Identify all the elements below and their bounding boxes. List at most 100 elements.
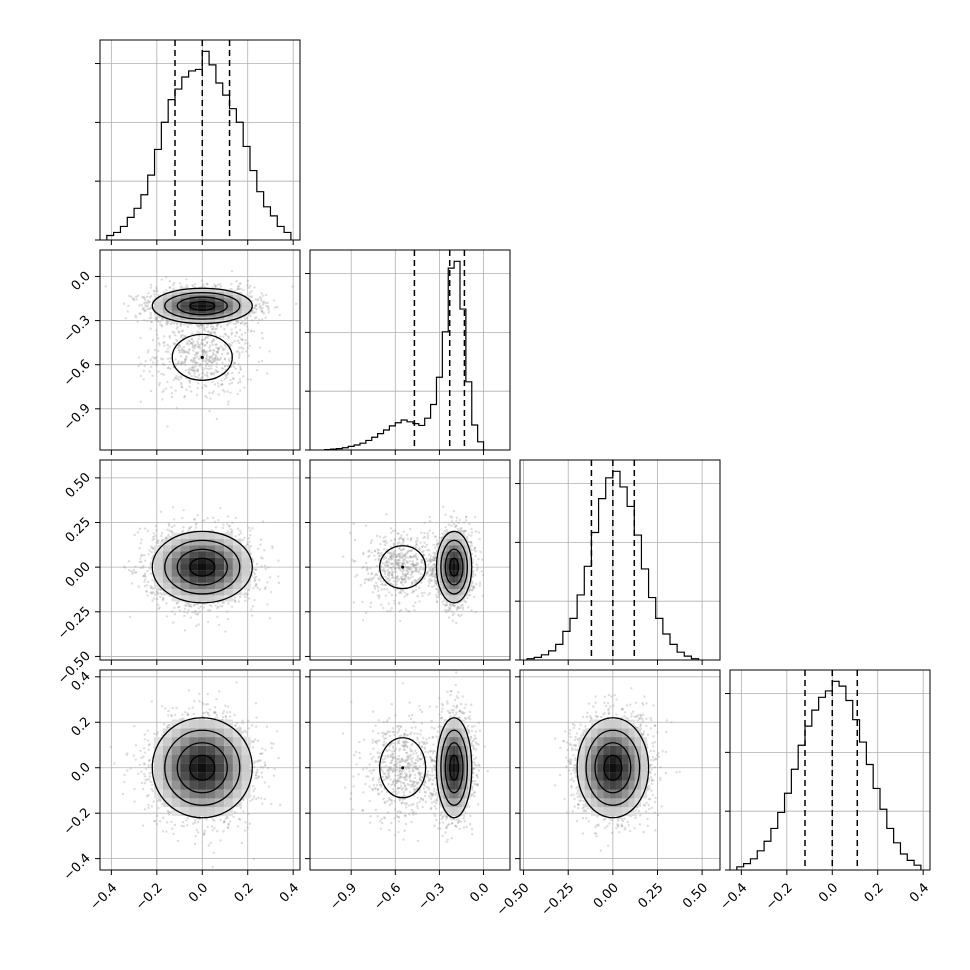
sample-point [211,358,214,362]
sample-point [173,281,176,285]
sample-point [186,603,190,606]
sample-point [246,342,249,345]
sample-point [152,591,155,594]
sample-point [215,327,218,330]
sample-point [231,341,234,344]
sample-point [151,578,154,582]
sample-point [237,600,241,603]
sample-point [162,335,166,338]
sample-point [234,596,237,599]
histogram-panel-2 [515,459,721,665]
density-bin [189,313,198,317]
sample-point [156,290,159,293]
sample-point [218,282,222,286]
sample-point [187,339,191,342]
secondary-peak-point [200,355,204,359]
sample-point [140,303,143,307]
sample-point [215,359,218,362]
density-bin [162,295,172,299]
sample-point [164,387,168,390]
sample-point [254,568,258,571]
sample-point [155,363,158,367]
sample-point [160,532,164,535]
sample-point [139,542,143,545]
sample-point [154,317,157,320]
sample-point [201,349,204,352]
sample-point [198,334,201,338]
sample-point [236,285,240,288]
sample-point [241,338,244,341]
sample-point [153,289,157,293]
sample-point [200,338,204,342]
sample-point [161,390,164,394]
sample-point [184,358,187,362]
sample-point [192,340,195,343]
sample-point [261,301,265,304]
sample-point [147,300,150,303]
sample-point [161,596,165,600]
sample-point [239,531,243,535]
sample-point [155,329,158,332]
sample-point [204,336,208,339]
sample-point [236,287,239,290]
density-bin [215,304,225,308]
sample-point [144,309,147,312]
sample-point [168,345,172,348]
sample-point [131,572,134,575]
histogram-step [106,50,292,240]
sample-point [142,306,145,309]
sample-point [167,524,171,527]
sample-point [263,587,267,590]
sample-point [122,302,126,305]
sample-point [238,595,242,599]
sample-point [178,344,182,347]
sample-point [190,374,193,378]
sample-point [253,306,257,310]
sample-point [172,341,176,345]
sample-point [143,527,147,530]
contour-line [164,291,241,320]
sample-point [190,338,194,341]
sample-point [267,566,270,569]
sample-point [184,369,188,372]
density-bin [180,307,190,311]
sample-point [256,299,259,302]
sample-point [165,602,168,605]
sample-point [217,347,220,350]
sample-point [149,585,152,588]
sample-point [133,533,136,537]
sample-point [196,361,199,365]
sample-point [230,283,233,286]
sample-point [217,348,220,351]
sample-point [132,297,135,301]
sample-point [202,348,205,352]
sample-point [195,375,198,379]
density-bin [197,307,207,311]
sample-point [173,331,176,334]
sample-point [209,397,212,400]
sample-point [244,599,247,603]
sample-point [154,593,157,596]
sample-point [161,362,165,366]
sample-point [139,400,142,403]
sample-point [162,363,166,367]
density-bin [197,316,207,320]
density-bin [180,301,190,305]
sample-point [165,289,168,292]
sample-point [246,328,250,331]
sample-point [214,285,217,289]
sample-point [205,325,209,329]
sample-point [201,352,204,356]
sample-point [201,372,204,375]
sample-point [213,349,216,352]
sample-point [157,607,160,611]
sample-point [149,311,152,315]
scatter-panel-2-0: −0.50−0.250.000.250.50 [55,459,301,687]
sample-point [173,606,176,610]
sample-point [227,358,231,361]
sample-point [202,349,206,352]
sample-point [166,347,170,350]
sample-point [168,286,172,289]
sample-point [277,581,281,585]
density-bin [197,301,207,305]
